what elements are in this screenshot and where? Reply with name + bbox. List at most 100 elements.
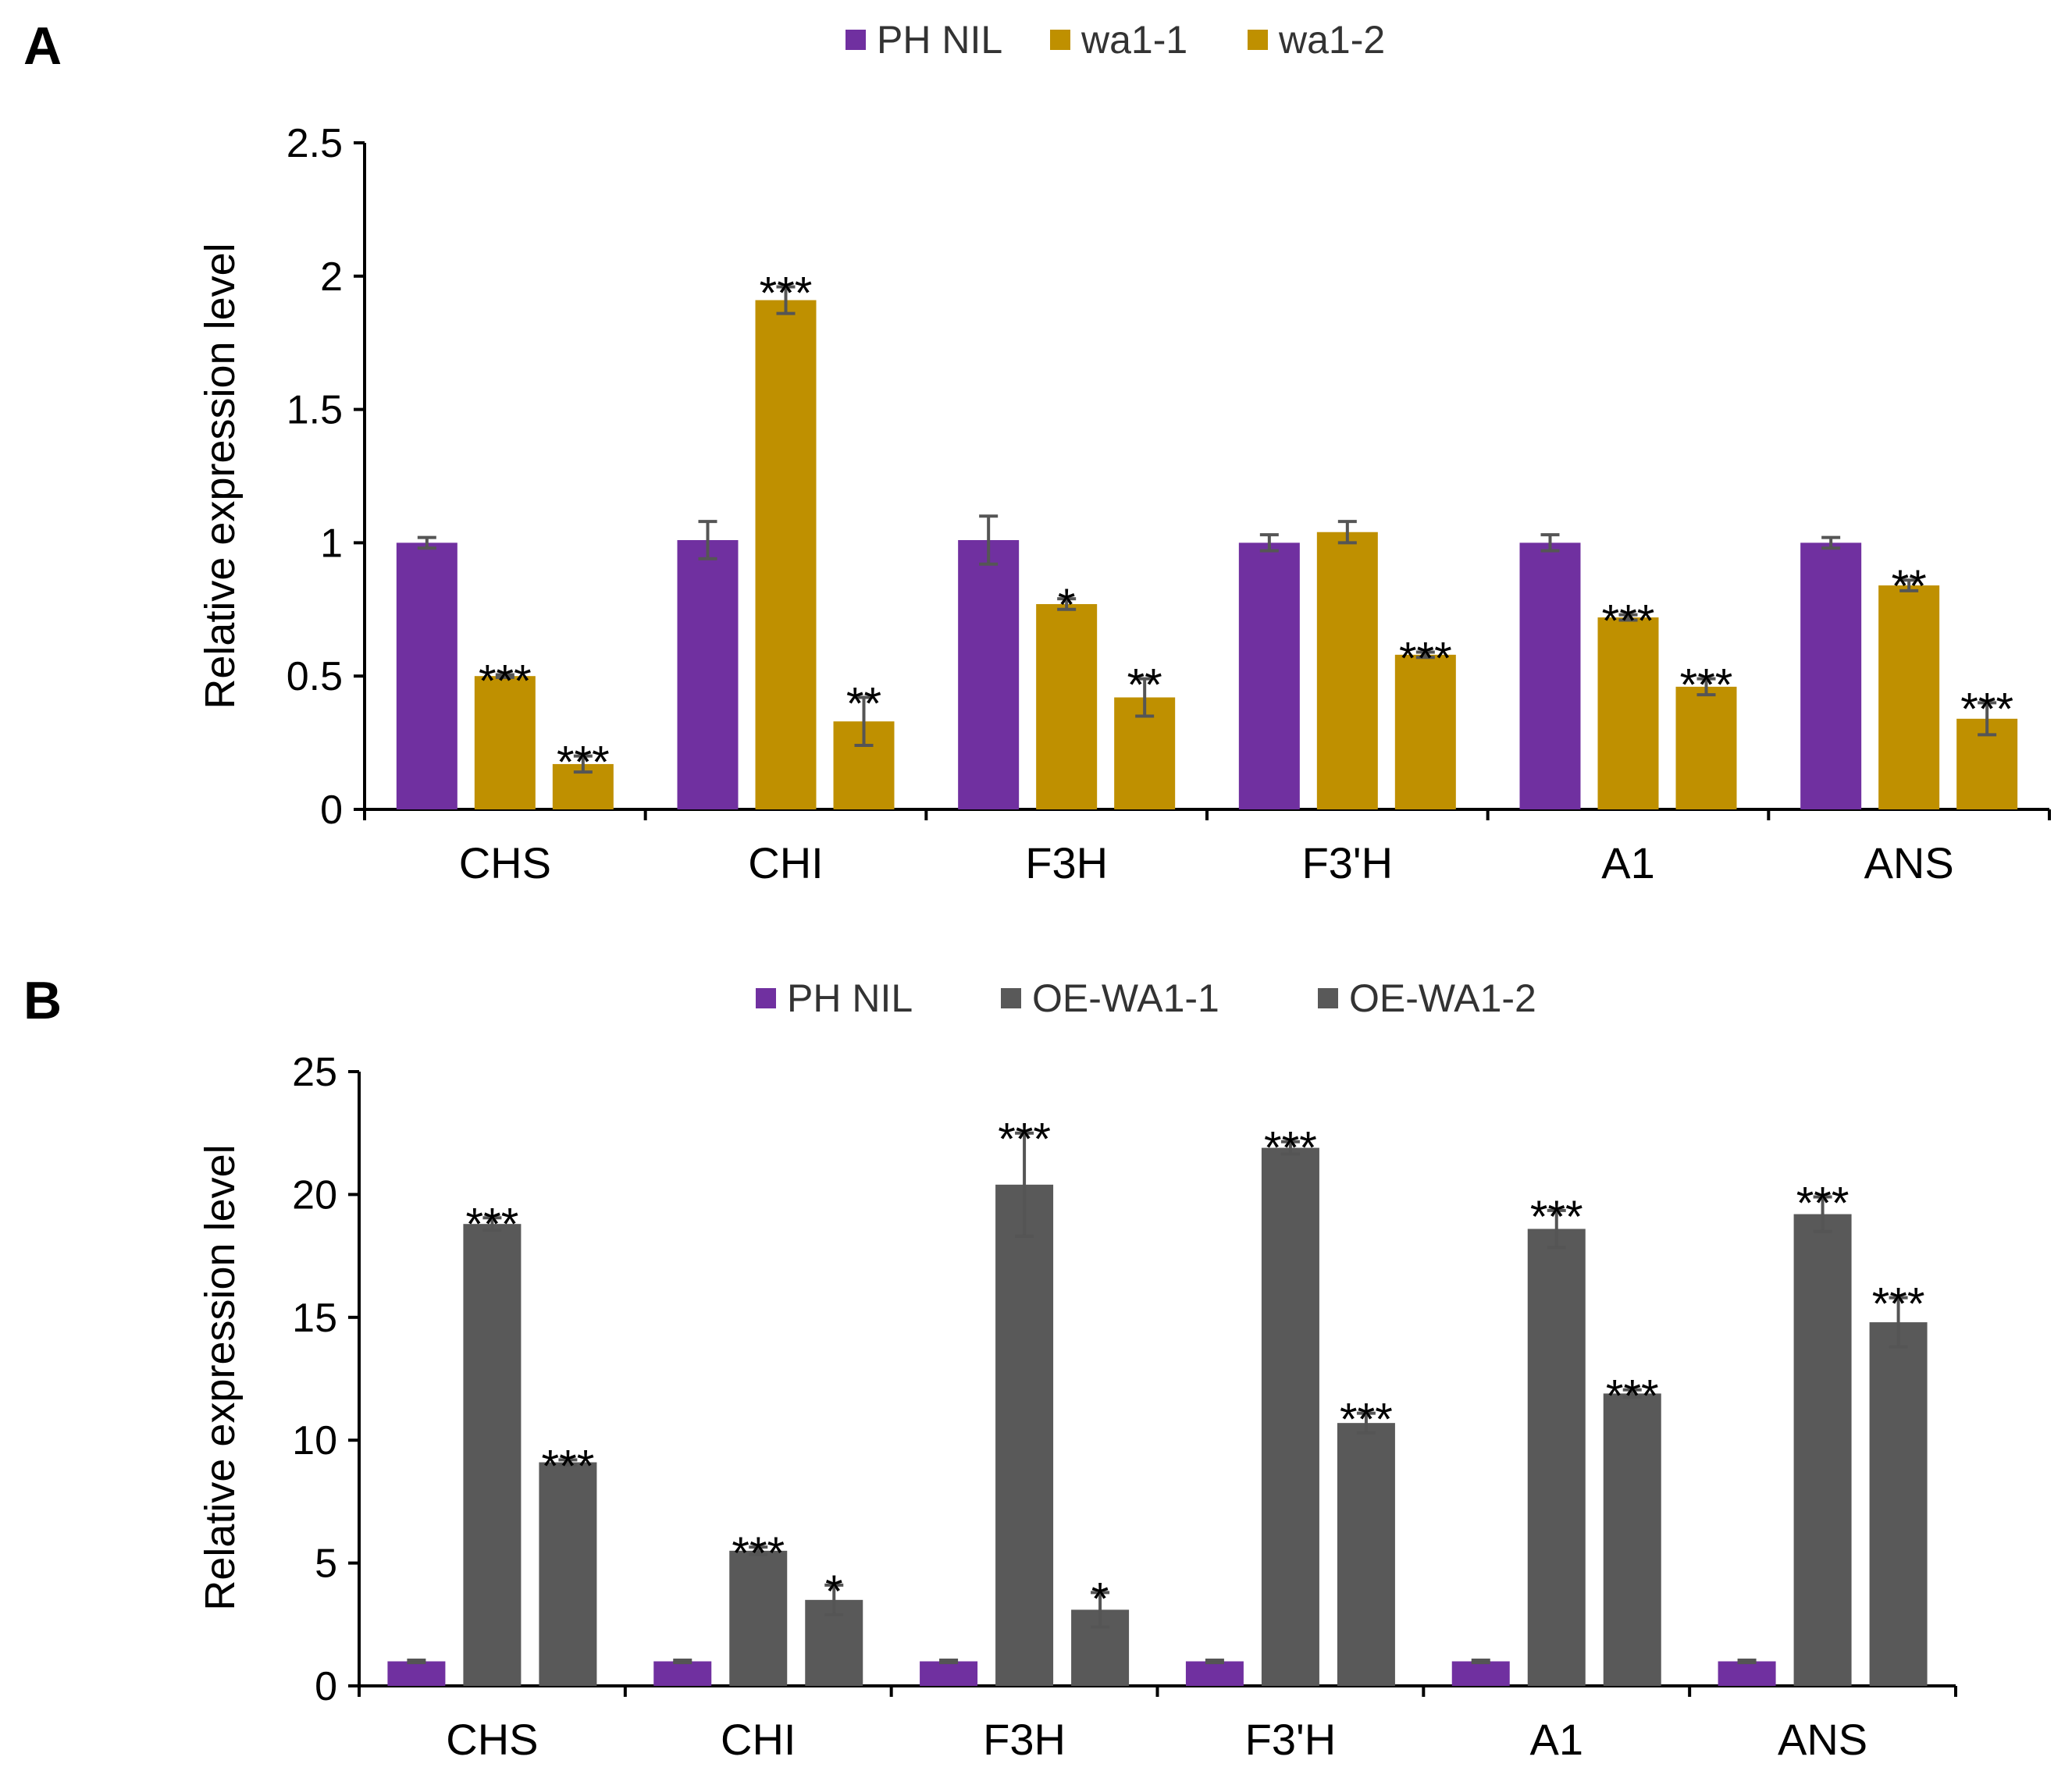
x-tick-label: F3H xyxy=(983,1715,1066,1764)
bar xyxy=(1519,542,1581,809)
plot-area-a: Relative expression level 0 0.5 1 1.5 2 2.5 CHS… xyxy=(197,121,2051,887)
legend-label-1: PH NIL xyxy=(787,976,913,1020)
bar xyxy=(1869,1322,1928,1686)
x-tick-label: CHI xyxy=(721,1715,796,1764)
legend-label-3: OE-WA1-2 xyxy=(1349,976,1536,1020)
bar xyxy=(1394,654,1456,809)
legend-swatch-2 xyxy=(1050,30,1070,50)
y-tick-label: 15 xyxy=(292,1296,337,1341)
legend-b: PH NIL OE-WA1-1 OE-WA1-2 xyxy=(756,976,1536,1020)
bar xyxy=(958,539,1020,809)
significance-label: *** xyxy=(1602,596,1655,647)
bar xyxy=(396,542,457,809)
y-tick-label: 0.5 xyxy=(287,654,343,699)
x-tick-label: ANS xyxy=(1864,838,1954,887)
significance-label: *** xyxy=(466,1199,519,1250)
x-tick-label: CHI xyxy=(748,838,823,887)
legend-swatch-3 xyxy=(1248,30,1268,50)
legend-swatch-2 xyxy=(1001,988,1021,1008)
bar xyxy=(1597,617,1659,809)
significance-label: *** xyxy=(998,1115,1051,1165)
y-tick-label: 0 xyxy=(315,1664,337,1709)
bar xyxy=(463,1224,522,1686)
y-axis-title: Relative expression level xyxy=(197,1144,244,1610)
bar xyxy=(1675,686,1737,809)
bar xyxy=(1316,532,1378,809)
bar xyxy=(995,1184,1054,1686)
significance-label: *** xyxy=(557,738,610,788)
legend-a: PH NIL wa1-1 wa1-2 xyxy=(846,18,1385,62)
bar xyxy=(1036,603,1098,809)
bar xyxy=(1878,585,1940,809)
legend-label-2: wa1-1 xyxy=(1081,18,1187,62)
significance-label: *** xyxy=(732,1528,785,1579)
significance-label: *** xyxy=(479,656,532,706)
legend-swatch-1 xyxy=(756,988,776,1008)
legend-swatch-3 xyxy=(1318,988,1338,1008)
y-tick-label: 1 xyxy=(320,521,343,566)
bar xyxy=(1718,1661,1776,1686)
bar xyxy=(387,1661,446,1686)
significance-label: *** xyxy=(1399,633,1452,684)
significance-label: *** xyxy=(1264,1123,1317,1174)
significance-label: *** xyxy=(1960,684,2013,734)
x-tick-label: F3H xyxy=(1025,838,1108,887)
significance-label: *** xyxy=(1530,1192,1583,1243)
bar xyxy=(1261,1147,1319,1686)
bar xyxy=(1800,542,1862,809)
significance-label: * xyxy=(1091,1574,1109,1624)
significance-label: *** xyxy=(1606,1371,1659,1422)
y-tick-label: 2 xyxy=(320,254,343,300)
y-tick-label: 25 xyxy=(292,1050,337,1095)
y-tick-label: 5 xyxy=(315,1542,337,1587)
bar xyxy=(755,300,817,809)
bar xyxy=(920,1661,978,1686)
bar xyxy=(539,1462,597,1686)
legend-label-1: PH NIL xyxy=(877,18,1002,62)
significance-label: ** xyxy=(846,679,881,730)
significance-label: ** xyxy=(1892,561,1927,612)
bar xyxy=(653,1661,712,1686)
legend-label-2: OE-WA1-1 xyxy=(1032,976,1219,1020)
significance-label: *** xyxy=(1340,1395,1393,1446)
significance-label: * xyxy=(1058,580,1076,631)
bar xyxy=(1793,1214,1852,1686)
bar xyxy=(1603,1393,1661,1686)
panel-label-a: A xyxy=(23,16,62,76)
plot-area-b: Relative expression level0510152025CHS**… xyxy=(197,1050,1957,1764)
bar xyxy=(729,1550,788,1686)
significance-label: *** xyxy=(542,1441,595,1492)
bar xyxy=(1185,1661,1244,1686)
bar xyxy=(474,676,536,809)
y-tick-label: 10 xyxy=(292,1418,337,1463)
y-tick-label: 2.5 xyxy=(287,121,343,166)
y-tick-label: 1.5 xyxy=(287,388,343,433)
y-axis-title: Relative expression level xyxy=(197,243,244,709)
x-tick-label: ANS xyxy=(1778,1715,1867,1764)
x-tick-label: A1 xyxy=(1530,1715,1584,1764)
significance-label: *** xyxy=(1796,1179,1849,1229)
significance-label: *** xyxy=(1872,1279,1925,1330)
x-tick-label: CHS xyxy=(446,1715,538,1764)
y-tick-label: 0 xyxy=(320,788,343,833)
panel-b: B PH NIL OE-WA1-1 OE-WA1-2 Relative expres… xyxy=(23,971,1957,1764)
significance-label: * xyxy=(825,1566,843,1617)
y-tick-label: 20 xyxy=(292,1172,337,1218)
bar xyxy=(1337,1423,1395,1686)
panel-label-b: B xyxy=(23,971,62,1030)
x-tick-label: CHS xyxy=(459,838,551,887)
bar xyxy=(677,539,739,809)
significance-label: *** xyxy=(1680,660,1733,711)
significance-label: *** xyxy=(760,268,813,318)
x-tick-label: F3'H xyxy=(1245,1715,1336,1764)
legend-swatch-1 xyxy=(846,30,866,50)
bar xyxy=(1238,542,1300,809)
significance-label: ** xyxy=(1127,660,1162,711)
legend-label-3: wa1-2 xyxy=(1278,18,1385,62)
bar xyxy=(1527,1229,1586,1686)
x-tick-label: A1 xyxy=(1601,838,1655,887)
bar xyxy=(1451,1661,1510,1686)
x-tick-label: F3'H xyxy=(1302,838,1393,887)
panel-a: A PH NIL wa1-1 wa1-2 Relative expression l… xyxy=(23,16,2051,887)
